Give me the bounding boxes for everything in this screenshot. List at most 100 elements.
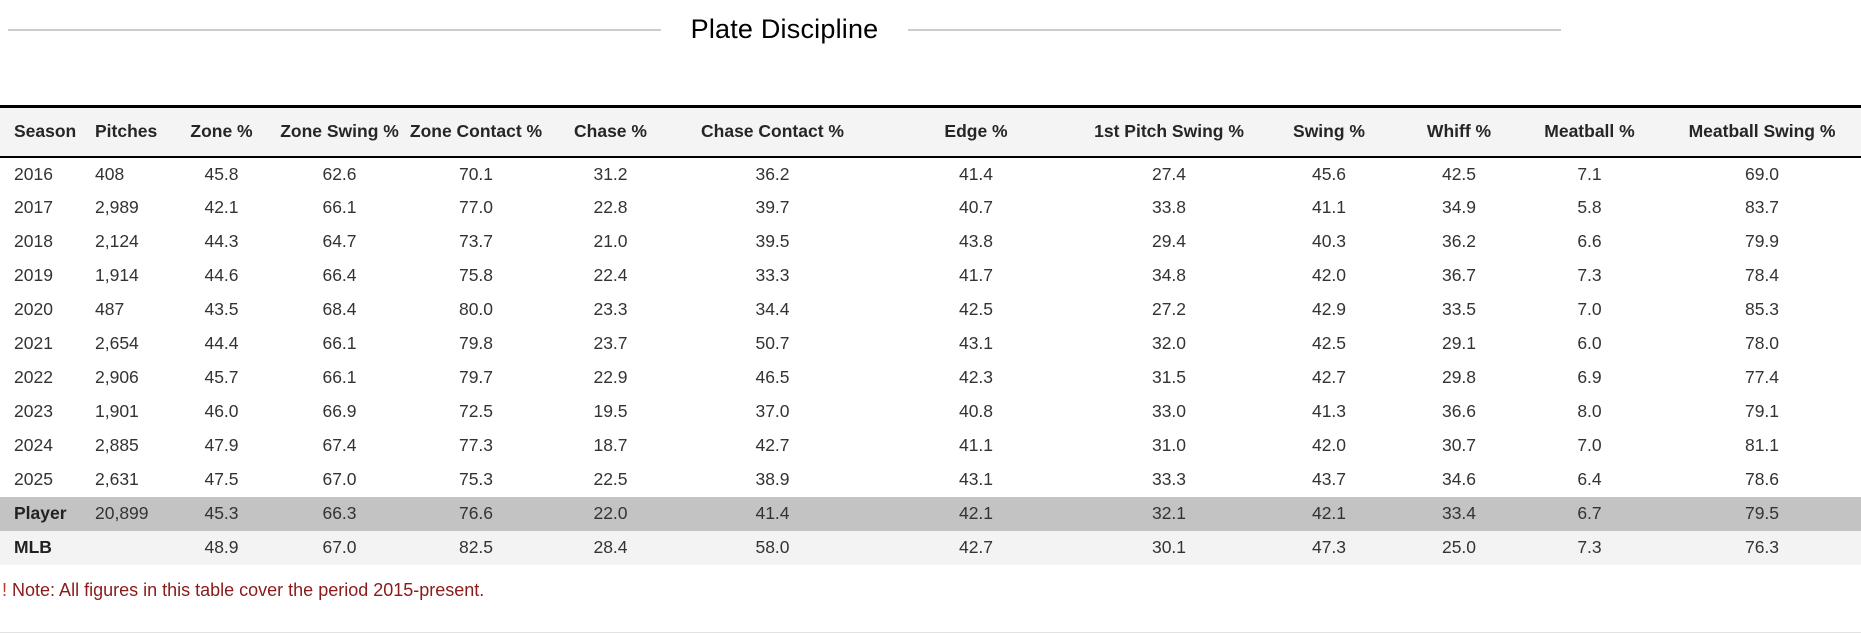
table-cell: 2,631 bbox=[95, 469, 139, 489]
column-header-zone-swing: Zone Swing % bbox=[273, 106, 406, 158]
table-cell: 36.2 bbox=[755, 163, 790, 184]
table-cell: 42.5 bbox=[1311, 333, 1347, 353]
table-cell: 41.4 bbox=[755, 503, 790, 523]
column-header-1st-pitch-swing: 1st Pitch Swing % bbox=[1082, 106, 1256, 158]
table-cell: 82.5 bbox=[458, 537, 494, 557]
table-cell: 7.3 bbox=[1577, 265, 1602, 285]
table-cell: 34.4 bbox=[755, 299, 790, 319]
table-cell: 5.8 bbox=[1577, 197, 1602, 217]
table-cell: 81.1 bbox=[1744, 435, 1780, 455]
table-cell: 41.1 bbox=[1311, 197, 1347, 217]
table-cell: 76.3 bbox=[1744, 537, 1780, 557]
table-row-2016: 2016 408 45.8 62.6 70.1 31.2 36.2 41.4 27.4 45.6 4… bbox=[0, 157, 1861, 191]
table-cell: 77.4 bbox=[1744, 367, 1780, 387]
table-cell: 25.0 bbox=[1441, 537, 1477, 557]
table-cell: 6.4 bbox=[1577, 469, 1602, 489]
table-cell: 64.7 bbox=[322, 231, 357, 251]
table-cell: 66.1 bbox=[322, 197, 357, 217]
table-cell: 47.3 bbox=[1311, 537, 1347, 557]
plate-discipline-table: Season Pitches Zone % Zone Swing % Zone Cont… bbox=[0, 105, 1861, 565]
table-cell: 21.0 bbox=[593, 231, 628, 251]
table-cell: 66.4 bbox=[322, 265, 357, 285]
table-cell: 85.3 bbox=[1744, 299, 1780, 319]
table-cell: 2,906 bbox=[95, 367, 139, 387]
column-header-pitches: Pitches bbox=[95, 106, 170, 158]
row-label: 2025 bbox=[14, 469, 53, 489]
table-cell: 46.5 bbox=[755, 367, 790, 387]
table-cell: 28.4 bbox=[593, 537, 628, 557]
table-cell: 29.8 bbox=[1441, 367, 1477, 387]
table-cell: 22.4 bbox=[593, 265, 628, 285]
table-cell: 43.5 bbox=[204, 299, 239, 319]
table-cell: 48.9 bbox=[204, 537, 239, 557]
table-cell: 77.3 bbox=[458, 435, 494, 455]
table-cell: 45.6 bbox=[1311, 163, 1347, 184]
table-cell: 36.6 bbox=[1441, 401, 1477, 421]
table-cell: 42.1 bbox=[1311, 503, 1347, 523]
table-header-row: Season Pitches Zone % Zone Swing % Zone Cont… bbox=[0, 106, 1861, 158]
table-row-mlb: MLB 48.9 67.0 82.5 28.4 58.0 42.7 30.1 47.3 25.0 7… bbox=[0, 530, 1861, 565]
table-cell: 41.3 bbox=[1311, 401, 1347, 421]
table-cell: 6.6 bbox=[1577, 231, 1602, 251]
table-cell: 39.7 bbox=[755, 197, 790, 217]
table-cell: 42.5 bbox=[1441, 163, 1477, 184]
table-cell: 18.7 bbox=[593, 435, 628, 455]
table-cell: 41.4 bbox=[958, 163, 994, 184]
table-cell: 6.7 bbox=[1577, 503, 1602, 523]
table-cell: 41.7 bbox=[958, 265, 994, 285]
table-cell: 78.4 bbox=[1744, 265, 1780, 285]
column-header-meatball: Meatball % bbox=[1516, 106, 1663, 158]
table-cell: 2,989 bbox=[95, 197, 139, 217]
table-cell: 42.7 bbox=[1311, 367, 1347, 387]
table-cell: 58.0 bbox=[755, 537, 790, 557]
table-cell: 40.7 bbox=[958, 197, 994, 217]
table-cell: 22.5 bbox=[593, 469, 628, 489]
table-cell: 47.5 bbox=[204, 469, 239, 489]
table-cell: 7.0 bbox=[1577, 435, 1602, 455]
table-cell: 42.0 bbox=[1311, 435, 1347, 455]
table-cell: 50.7 bbox=[755, 333, 790, 353]
table-cell: 8.0 bbox=[1577, 401, 1602, 421]
table-cell: 79.1 bbox=[1744, 401, 1780, 421]
column-header-whiff: Whiff % bbox=[1402, 106, 1516, 158]
table-cell: 34.6 bbox=[1441, 469, 1477, 489]
table-cell: 73.7 bbox=[458, 231, 494, 251]
row-label: 2021 bbox=[14, 333, 53, 353]
table-cell: 30.7 bbox=[1441, 435, 1477, 455]
table-cell: 45.3 bbox=[204, 503, 239, 523]
table-cell: 44.6 bbox=[204, 265, 239, 285]
table-cell: 22.9 bbox=[593, 367, 628, 387]
table-cell: 30.1 bbox=[1151, 537, 1187, 557]
row-label: 2017 bbox=[14, 197, 53, 217]
table-cell: 7.1 bbox=[1577, 163, 1602, 184]
column-header-zone-contact: Zone Contact % bbox=[406, 106, 546, 158]
table-cell: 42.9 bbox=[1311, 299, 1347, 319]
table-row-2023: 2023 1,901 46.0 66.9 72.5 19.5 37.0 40.8 33.0 41.… bbox=[0, 395, 1861, 429]
table-cell: 33.0 bbox=[1151, 401, 1187, 421]
row-label: 2018 bbox=[14, 231, 53, 251]
table-cell: 42.1 bbox=[958, 503, 994, 523]
table-cell: 33.5 bbox=[1441, 299, 1477, 319]
table-cell: 44.3 bbox=[204, 231, 239, 251]
table-cell: 78.0 bbox=[1744, 333, 1780, 353]
table-cell: 45.7 bbox=[204, 367, 239, 387]
title-rule-left bbox=[8, 28, 661, 31]
table-cell: 69.0 bbox=[1744, 163, 1780, 184]
table-cell: 43.1 bbox=[958, 333, 994, 353]
table-cell: 76.6 bbox=[458, 503, 494, 523]
table-row-2024: 2024 2,885 47.9 67.4 77.3 18.7 42.7 41.1 31.0 42.… bbox=[0, 429, 1861, 463]
table-cell: 67.4 bbox=[322, 435, 357, 455]
table-cell: 6.0 bbox=[1577, 333, 1602, 353]
table-cell: 487 bbox=[95, 299, 125, 319]
table-cell: 31.5 bbox=[1151, 367, 1187, 387]
table-cell: 1,914 bbox=[95, 265, 139, 285]
table-cell: 46.0 bbox=[204, 401, 239, 421]
table-cell: 20,899 bbox=[95, 503, 149, 523]
table-cell: 75.3 bbox=[458, 469, 494, 489]
table-cell: 79.7 bbox=[458, 367, 494, 387]
table-cell: 32.1 bbox=[1151, 503, 1187, 523]
column-header-chase-contact: Chase Contact % bbox=[675, 106, 870, 158]
table-cell: 80.0 bbox=[458, 299, 494, 319]
column-header-meatball-swing: Meatball Swing % bbox=[1663, 106, 1861, 158]
table-cell: 44.4 bbox=[204, 333, 239, 353]
